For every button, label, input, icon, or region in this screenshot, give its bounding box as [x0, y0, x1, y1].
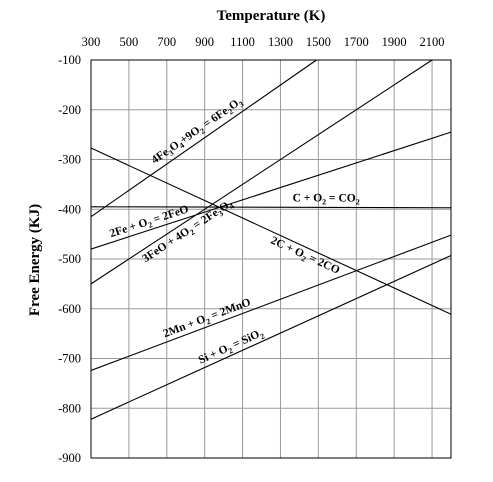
y-tick-label: -700 — [58, 352, 81, 366]
annotation-text: 3 — [237, 99, 245, 109]
x-tick-label: 700 — [157, 35, 176, 49]
series-line-si-o2-sio2 — [90, 255, 452, 420]
x-tick-label: 1700 — [344, 35, 369, 49]
series-line-2c-o2-2co — [90, 147, 452, 315]
annotation-text: 2 — [322, 197, 326, 206]
annotation-text: 2 — [259, 331, 266, 341]
annotation-2c-o2-2co: 2C + O2 = 2CO — [268, 235, 342, 279]
y-tick-label: -400 — [58, 202, 81, 216]
y-axis-title: Free Energy (KJ) — [27, 204, 43, 316]
series-line-2mn-o2-2mno — [90, 234, 452, 371]
x-tick-label: 900 — [195, 35, 214, 49]
y-tick-label: -300 — [58, 153, 81, 167]
x-tick-label: 500 — [120, 35, 139, 49]
annotation-si-o2-sio2: Si + O2 = SiO2 — [197, 327, 266, 369]
series-line-c-o2-co2 — [90, 206, 452, 209]
x-tick-label: 1300 — [268, 35, 293, 49]
annotation-text: 2 — [188, 227, 196, 237]
series-line-3feo-4o2-2fe3o4 — [90, 59, 433, 285]
series-line-2fe-o2-2feo — [90, 131, 452, 250]
y-tick-label: -500 — [58, 252, 81, 266]
x-tick-label: 2100 — [420, 35, 445, 49]
annotation-text: 2 — [147, 220, 154, 230]
annotation-c-o2-co2: C + O2 = CO2 — [293, 192, 360, 206]
annotation-3feo-4o2-2fe3o4: 3FeO + 4O2 = 2Fe3O4 — [140, 197, 235, 266]
annotation-text: 2 — [300, 254, 307, 264]
annotation-2mn-o2-2mno: 2Mn + O2 = 2MnO — [162, 296, 254, 342]
y-tick-label: -200 — [58, 103, 81, 117]
annotation-text: 2Mn + O — [162, 313, 208, 340]
x-axis-title: Temperature (K) — [217, 8, 326, 24]
annotation-text: C + O — [293, 192, 323, 204]
x-tick-label: 1900 — [382, 35, 407, 49]
y-tick-label: -900 — [58, 451, 81, 465]
x-tick-label: 300 — [82, 35, 101, 49]
annotation-text: 3 — [167, 148, 175, 158]
series-line-4fe3o4-o2-6fe2o3 — [90, 59, 317, 218]
annotation-text: 2 — [356, 197, 360, 206]
annotation-4fe3o4-o2-6fe2o3: 4Fe3O4+9O2 = 6Fe2O3 — [150, 95, 246, 168]
annotation-text: = 2MnO — [207, 296, 253, 323]
x-tick-label: 1100 — [230, 35, 255, 49]
plot-frame — [90, 59, 452, 459]
annotation-text: 2 — [205, 317, 212, 327]
annotation-text: 2 — [227, 346, 234, 356]
y-tick-label: -100 — [58, 53, 81, 67]
annotation-text: 4 — [178, 141, 186, 151]
annotation-text: 3 — [217, 209, 225, 219]
annotation-text: 4 — [228, 202, 236, 212]
annotation-text: = CO — [326, 192, 356, 204]
annotation-text: 2 — [198, 126, 206, 136]
x-tick-label: 1500 — [306, 35, 331, 49]
y-tick-label: -800 — [58, 401, 81, 415]
annotation-text: 2 — [226, 107, 234, 117]
tick-labels: 300 500 700 900 1100 1300 1500 1700 1900 2100 -100… — [58, 35, 444, 465]
y-tick-label: -600 — [58, 302, 81, 316]
series-lines — [90, 59, 452, 420]
